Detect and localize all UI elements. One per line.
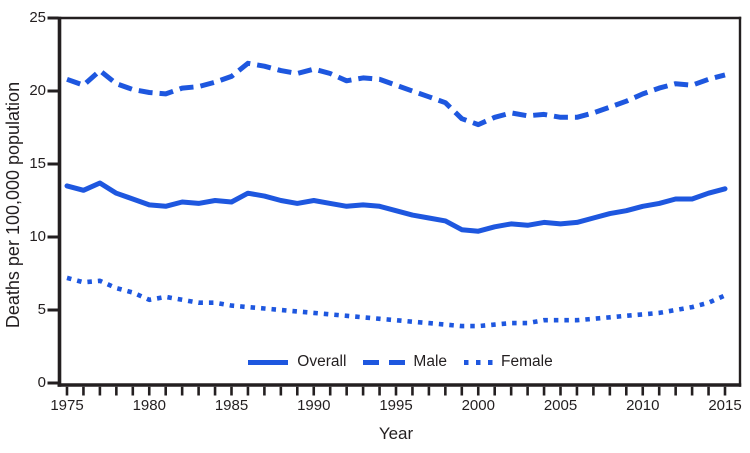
y-tick-label: 20 <box>29 82 46 99</box>
legend-item-female: Female <box>464 352 553 372</box>
dashed-line-swatch-icon <box>363 359 406 365</box>
x-tick-label: 2005 <box>543 397 578 414</box>
y-tick-label: 15 <box>29 155 46 172</box>
series-line-male <box>66 60 726 128</box>
x-axis-title: Year <box>378 424 414 443</box>
y-tick-label: 10 <box>29 228 46 245</box>
x-tick-label: 1980 <box>132 397 166 414</box>
solid-line-swatch-icon <box>248 359 289 365</box>
legend: Overall Male Female <box>60 350 740 374</box>
x-tick-label: 2000 <box>461 397 495 414</box>
x-tick-label: 2010 <box>626 397 660 414</box>
series-line-female <box>66 275 726 329</box>
y-tick-label: 0 <box>37 374 46 391</box>
legend-item-overall: Overall <box>247 352 346 372</box>
x-tick-label: 1995 <box>379 397 413 414</box>
x-tick-label: 1975 <box>50 397 84 414</box>
legend-label-overall: Overall <box>297 353 347 370</box>
x-tick-label: 1985 <box>214 397 249 414</box>
series-line-overall <box>64 180 728 234</box>
x-tick-label: 2015 <box>708 397 742 414</box>
x-tick-label: 1990 <box>297 397 331 414</box>
legend-label-female: Female <box>501 353 553 370</box>
legend-item-male: Male <box>363 352 447 372</box>
dotted-line-swatch-icon <box>464 359 494 365</box>
legend-label-male: Male <box>413 353 448 370</box>
y-tick-label: 5 <box>37 301 46 318</box>
y-tick-label: 25 <box>29 9 46 26</box>
